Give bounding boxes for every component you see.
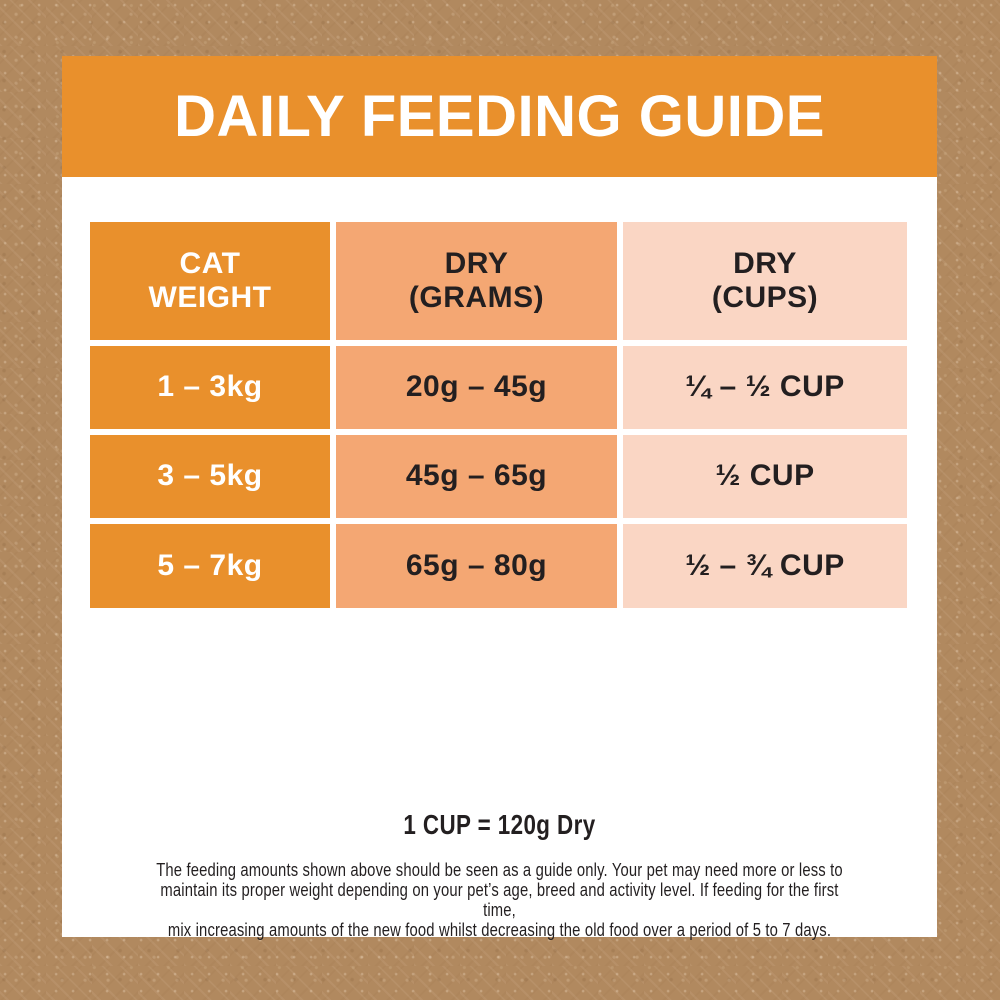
table-cell-cups-row3: ½ – ¾ CUP [623, 524, 907, 608]
table-cell-weight-row1: 1 – 3kg [90, 346, 330, 429]
feeding-guide-panel: DAILY FEEDING GUIDE CAT WEIGHT DRY (GRAM… [62, 56, 937, 940]
table-cell-weight-row2: 3 – 5kg [90, 435, 330, 518]
title-banner: DAILY FEEDING GUIDE [62, 56, 937, 177]
table-cell-cups-row1: ¼ – ½ CUP [623, 346, 907, 429]
cup-equivalence-note: 1 CUP = 120g Dry [403, 809, 596, 840]
header-cell-cat-weight: CAT WEIGHT [90, 222, 330, 340]
footer-notes: 1 CUP = 120g Dry The feeding amounts sho… [150, 809, 850, 959]
page-title: DAILY FEEDING GUIDE [174, 84, 825, 149]
table-cell-grams-row3: 65g – 80g [336, 524, 617, 608]
header-cell-dry-cups: DRY (CUPS) [623, 222, 907, 340]
feeding-disclaimer-text: The feeding amounts shown above should b… [156, 858, 843, 941]
table-cell-grams-row2: 45g – 65g [336, 435, 617, 518]
table-cell-cups-row2: ½ CUP [623, 435, 907, 518]
feeding-table: CAT WEIGHT DRY (GRAMS) DRY (CUPS) 1 – 3k… [90, 222, 907, 608]
table-cell-grams-row1: 20g – 45g [336, 346, 617, 429]
table-cell-weight-row3: 5 – 7kg [90, 524, 330, 608]
header-cell-dry-grams: DRY (GRAMS) [336, 222, 617, 340]
